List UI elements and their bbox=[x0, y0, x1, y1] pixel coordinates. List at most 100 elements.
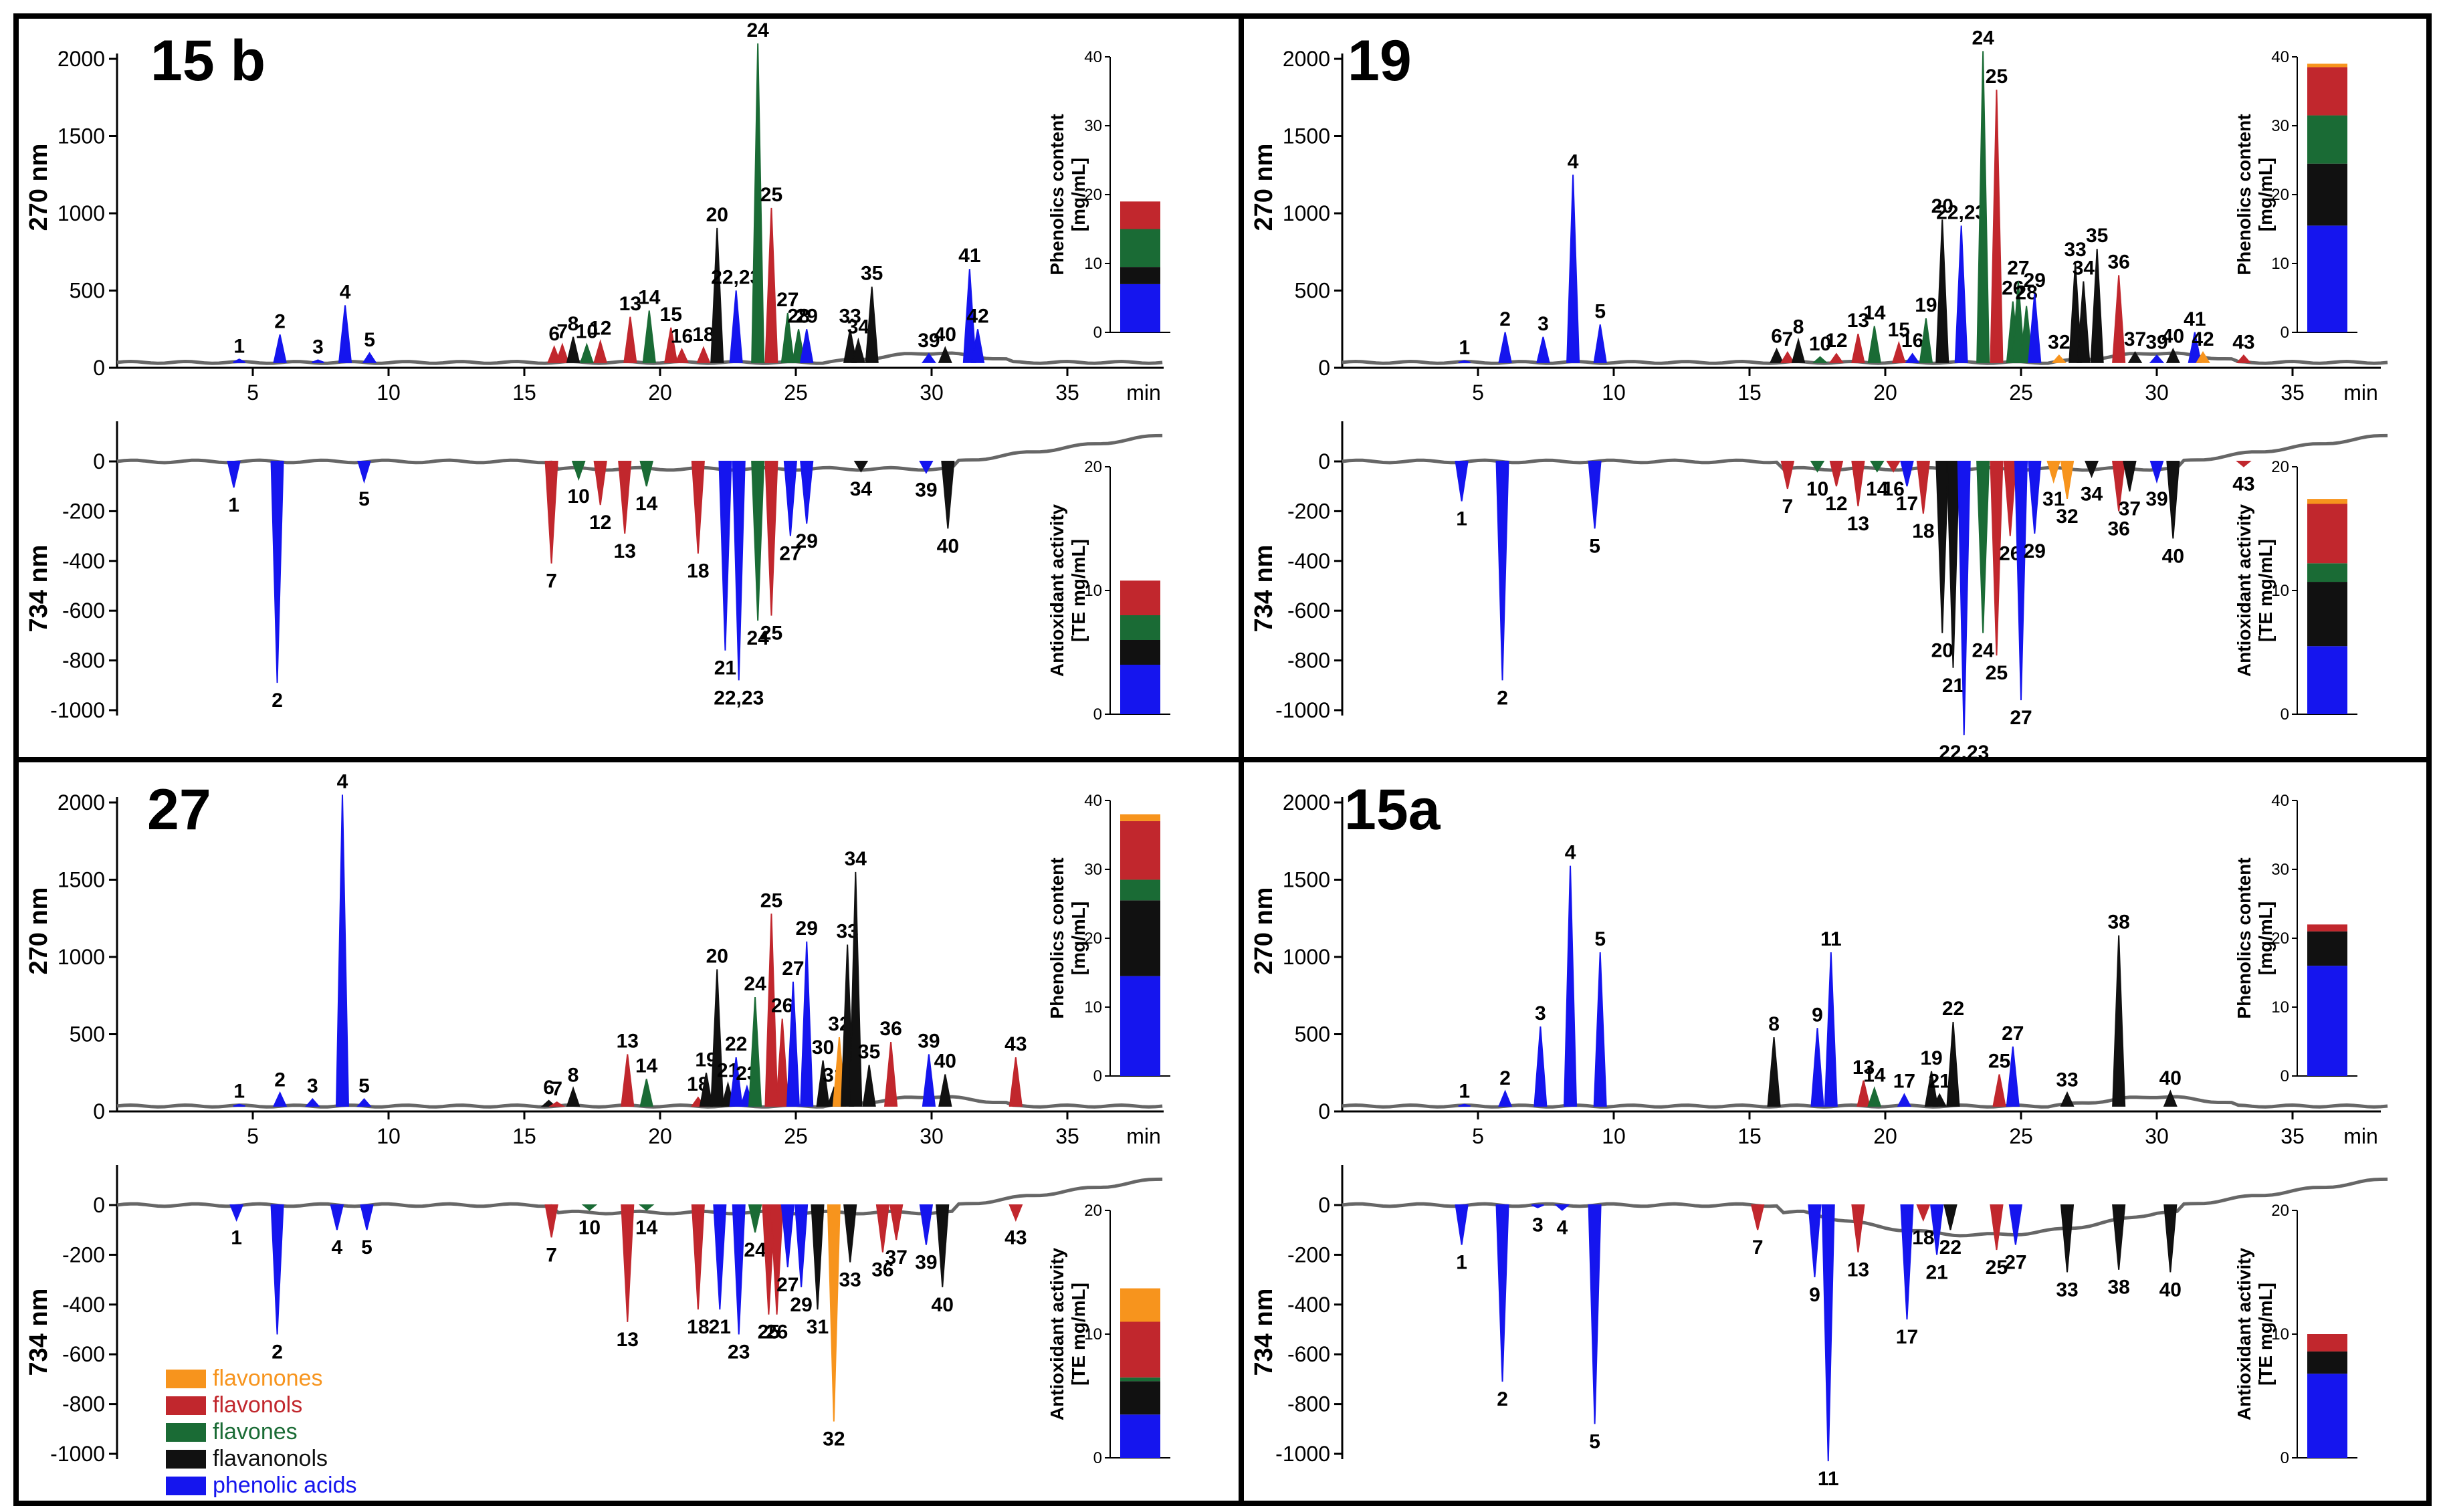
peak-734-39 bbox=[919, 1204, 934, 1245]
x-tick-label: 20 bbox=[1873, 381, 1897, 405]
upper-y-tick-label: 1000 bbox=[58, 201, 105, 225]
peak-270-label: 14 bbox=[635, 1055, 658, 1077]
peak-734-27 bbox=[2014, 461, 2028, 701]
peak-734-label: 10 bbox=[1806, 478, 1828, 500]
peak-734-label: 33 bbox=[2056, 1279, 2078, 1301]
sample-title: 15a bbox=[1344, 778, 1441, 842]
lower-y-tick-label: -400 bbox=[62, 1293, 105, 1317]
peak-270-label: 1 bbox=[1459, 1081, 1470, 1103]
peak-270-25 bbox=[1990, 90, 2004, 363]
legend-swatch-phenolic-acids bbox=[166, 1477, 206, 1495]
peak-270-14 bbox=[1867, 1086, 1882, 1107]
peak-734-label: 29 bbox=[796, 530, 818, 552]
content-bar-label-line2: [mg/mL] bbox=[1068, 158, 1089, 231]
peak-734-label: 34 bbox=[2081, 483, 2103, 505]
x-tick-label: 15 bbox=[1737, 1124, 1762, 1148]
peak-270-25 bbox=[764, 207, 778, 363]
peak-270-29 bbox=[2028, 294, 2042, 363]
peak-734-18 bbox=[691, 461, 705, 554]
peak-734-label: 25 bbox=[1986, 1257, 2008, 1279]
peak-734-label: 34 bbox=[850, 478, 873, 500]
peak-734-label: 17 bbox=[1896, 1326, 1918, 1348]
peak-734-21 bbox=[1946, 461, 1960, 668]
lower-y-tick-label: -400 bbox=[1287, 549, 1330, 573]
upper-y-tick-label: 1000 bbox=[58, 945, 105, 969]
peak-270-label: 33 bbox=[2056, 1069, 2078, 1091]
peak-734-label: 23 bbox=[728, 1341, 750, 1363]
peak-270-3 bbox=[1533, 1026, 1548, 1107]
content-bar-segment-flavanonols bbox=[1120, 267, 1160, 284]
peak-270-label: 29 bbox=[796, 917, 818, 940]
peak-734-label: 27 bbox=[779, 543, 801, 565]
upper-y-tick-label: 0 bbox=[1318, 1099, 1330, 1123]
peak-734-label: 22 bbox=[1939, 1236, 1962, 1259]
peak-270-39 bbox=[922, 1054, 936, 1107]
peak-270-14 bbox=[642, 310, 656, 363]
peak-270-label: 14 bbox=[638, 287, 661, 309]
activity-bar-tick-label: 0 bbox=[1093, 706, 1102, 724]
peak-734-5 bbox=[357, 461, 371, 484]
peak-270-label: 36 bbox=[2107, 251, 2129, 273]
activity-bar-segment-flavonols bbox=[1120, 1321, 1160, 1378]
peak-270-label: 4 bbox=[1565, 842, 1576, 864]
lower-detector-label: 734 nm bbox=[1250, 545, 1278, 633]
peak-270-24 bbox=[1976, 51, 1990, 363]
lower-y-tick-label: -200 bbox=[62, 1243, 105, 1267]
content-bar-segment-flavones bbox=[1120, 229, 1160, 267]
peak-270-5 bbox=[356, 1097, 372, 1107]
peak-734-11 bbox=[1821, 1204, 1835, 1462]
peak-270-30 bbox=[816, 1060, 830, 1107]
peak-734-24 bbox=[751, 461, 765, 621]
peak-270-43 bbox=[2236, 354, 2252, 363]
peak-270-42 bbox=[2196, 350, 2210, 363]
peak-734-25 bbox=[1990, 1204, 2004, 1251]
peak-270-label: 39 bbox=[2145, 332, 2167, 354]
peak-734-5 bbox=[1588, 461, 1602, 529]
peak-270-25 bbox=[764, 913, 778, 1107]
x-tick-label: 10 bbox=[377, 1124, 401, 1148]
lower-y-tick-label: 0 bbox=[93, 1193, 105, 1217]
peak-270-label: 24 bbox=[744, 973, 766, 995]
peak-734-12 bbox=[1829, 461, 1844, 487]
peak-734-label: 36 bbox=[871, 1259, 893, 1281]
legend-label-flavonones: flavonones bbox=[213, 1366, 322, 1391]
peak-270-11 bbox=[1824, 952, 1838, 1107]
peak-270-4 bbox=[338, 305, 352, 363]
peak-270-18 bbox=[696, 346, 711, 363]
lower-y-tick-label: -800 bbox=[62, 1392, 105, 1416]
upper-y-tick-label: 1000 bbox=[1283, 945, 1330, 969]
activity-bar-segment-flavones bbox=[1120, 1377, 1160, 1382]
activity-bar-tick-label: 20 bbox=[1084, 1202, 1102, 1220]
peak-734-label: 4 bbox=[1557, 1216, 1568, 1238]
peak-270-41 bbox=[2188, 332, 2202, 363]
peak-734-7 bbox=[544, 1204, 558, 1238]
peak-734-label: 18 bbox=[687, 560, 709, 582]
upper-y-tick-label: 2000 bbox=[58, 790, 105, 815]
upper-y-tick-label: 1000 bbox=[1283, 201, 1330, 225]
content-bar-label-line1: Phenolics content bbox=[1047, 857, 1067, 1018]
peak-734-21 bbox=[718, 461, 732, 651]
peak-270-5 bbox=[362, 352, 377, 363]
peak-270-12 bbox=[1828, 352, 1844, 363]
peak-270-label: 34 bbox=[847, 316, 870, 338]
peak-734-label: 32 bbox=[2056, 506, 2078, 528]
peak-270-4 bbox=[1566, 175, 1580, 363]
peak-734-label: 26 bbox=[766, 1321, 788, 1343]
peak-270-29 bbox=[800, 941, 814, 1107]
peak-270-label: 6 bbox=[1771, 325, 1782, 347]
content-bar-tick-label: 20 bbox=[2271, 186, 2289, 204]
peak-734-label: 29 bbox=[2024, 540, 2046, 562]
peak-734-36 bbox=[2112, 461, 2126, 512]
peak-734-label: 24 bbox=[1972, 640, 1994, 662]
peak-734-27 bbox=[2008, 1204, 2023, 1245]
peak-734-43 bbox=[2236, 461, 2252, 467]
upper-detector-label: 270 nm bbox=[25, 887, 53, 975]
peak-270-label: 1 bbox=[1459, 337, 1470, 359]
x-tick-label: 10 bbox=[1602, 1124, 1626, 1148]
peak-270-label: 29 bbox=[796, 305, 818, 327]
peak-270-39 bbox=[922, 352, 936, 363]
peak-734-24 bbox=[1976, 461, 1990, 633]
peak-734-label: 25 bbox=[760, 623, 782, 645]
peak-270-38 bbox=[2112, 935, 2126, 1107]
activity-bar-tick-label: 0 bbox=[2281, 706, 2289, 724]
